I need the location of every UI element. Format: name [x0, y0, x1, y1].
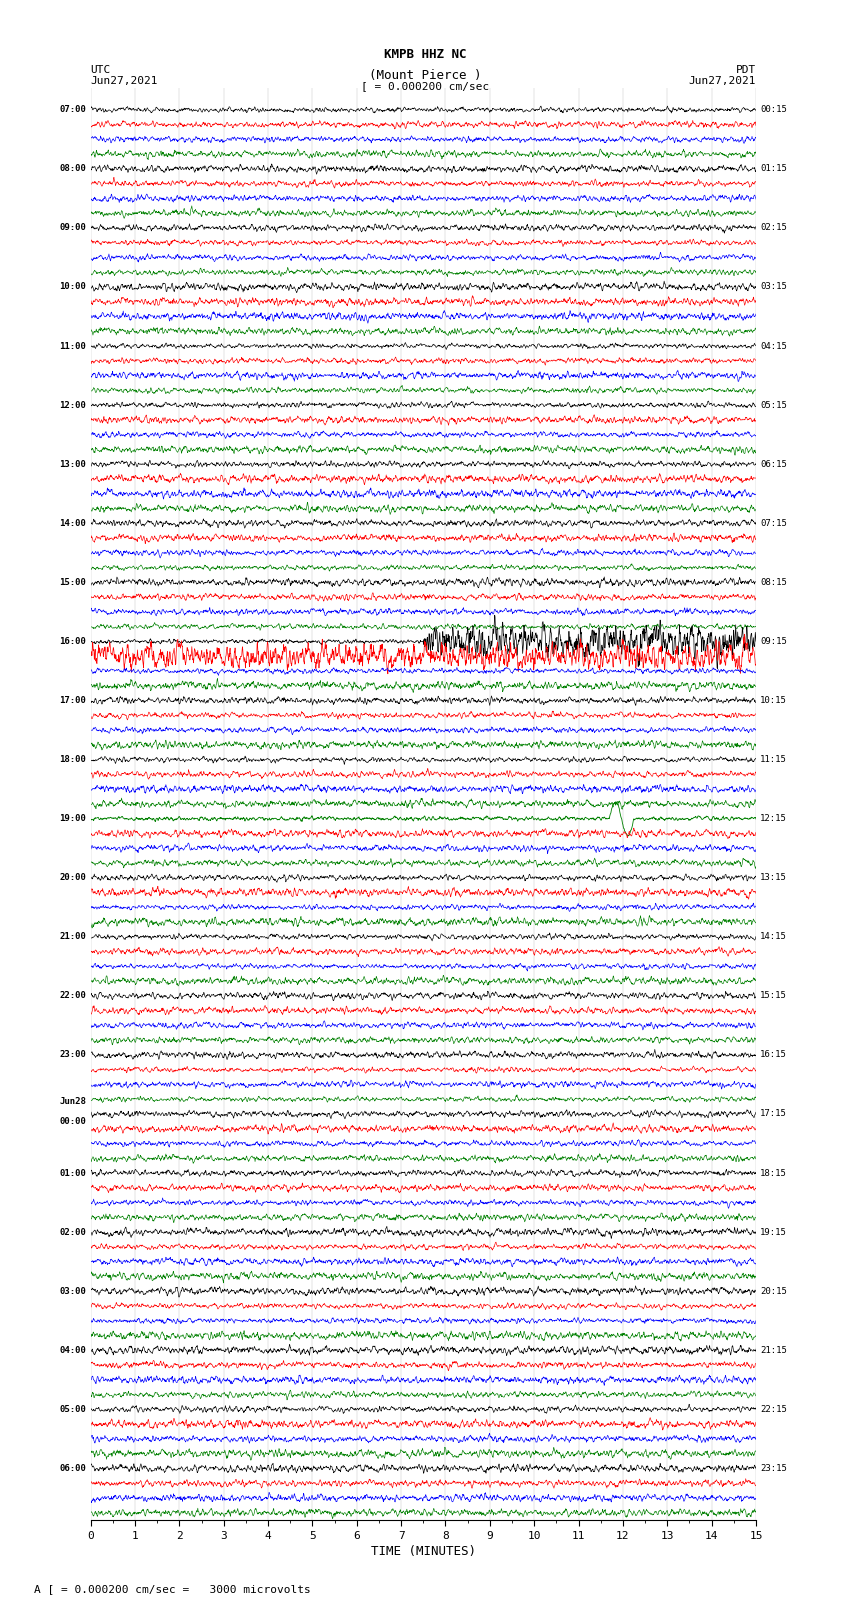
- Text: 21:00: 21:00: [60, 932, 87, 942]
- Text: 04:00: 04:00: [60, 1345, 87, 1355]
- Text: Jun28: Jun28: [60, 1097, 87, 1107]
- Text: 19:00: 19:00: [60, 815, 87, 823]
- Text: 18:15: 18:15: [760, 1168, 787, 1177]
- Text: 01:00: 01:00: [60, 1168, 87, 1177]
- Text: 21:15: 21:15: [760, 1345, 787, 1355]
- Text: 17:00: 17:00: [60, 695, 87, 705]
- Text: 15:15: 15:15: [760, 992, 787, 1000]
- Text: 16:15: 16:15: [760, 1050, 787, 1060]
- Text: [ = 0.000200 cm/sec: [ = 0.000200 cm/sec: [361, 81, 489, 90]
- Text: 20:15: 20:15: [760, 1287, 787, 1295]
- Text: 02:00: 02:00: [60, 1227, 87, 1237]
- Text: 13:15: 13:15: [760, 873, 787, 882]
- Text: 09:15: 09:15: [760, 637, 787, 645]
- Text: 18:00: 18:00: [60, 755, 87, 765]
- Text: 07:15: 07:15: [760, 519, 787, 527]
- Text: 13:00: 13:00: [60, 460, 87, 469]
- Text: 23:15: 23:15: [760, 1465, 787, 1473]
- Text: 09:00: 09:00: [60, 223, 87, 232]
- Text: 14:00: 14:00: [60, 519, 87, 527]
- Text: PDT: PDT: [736, 65, 756, 74]
- Text: 17:15: 17:15: [760, 1110, 787, 1118]
- Text: 22:15: 22:15: [760, 1405, 787, 1415]
- Text: 11:00: 11:00: [60, 342, 87, 350]
- Text: 10:15: 10:15: [760, 695, 787, 705]
- Text: 05:00: 05:00: [60, 1405, 87, 1415]
- Text: 01:15: 01:15: [760, 165, 787, 173]
- Text: 03:00: 03:00: [60, 1287, 87, 1295]
- Text: 07:00: 07:00: [60, 105, 87, 115]
- Text: 08:15: 08:15: [760, 577, 787, 587]
- Text: 00:15: 00:15: [760, 105, 787, 115]
- Text: 22:00: 22:00: [60, 992, 87, 1000]
- Text: 12:00: 12:00: [60, 400, 87, 410]
- Text: UTC: UTC: [91, 65, 110, 74]
- Text: 12:15: 12:15: [760, 815, 787, 823]
- Text: 05:15: 05:15: [760, 400, 787, 410]
- Text: A [ = 0.000200 cm/sec =   3000 microvolts: A [ = 0.000200 cm/sec = 3000 microvolts: [34, 1584, 311, 1594]
- Text: 11:15: 11:15: [760, 755, 787, 765]
- Text: 16:00: 16:00: [60, 637, 87, 645]
- Text: 08:00: 08:00: [60, 165, 87, 173]
- Text: 06:00: 06:00: [60, 1465, 87, 1473]
- Text: 03:15: 03:15: [760, 282, 787, 292]
- Text: 06:15: 06:15: [760, 460, 787, 469]
- Text: 02:15: 02:15: [760, 223, 787, 232]
- Text: 20:00: 20:00: [60, 873, 87, 882]
- Text: (Mount Pierce ): (Mount Pierce ): [369, 69, 481, 82]
- Text: 19:15: 19:15: [760, 1227, 787, 1237]
- Text: 00:00: 00:00: [60, 1118, 87, 1126]
- Text: 04:15: 04:15: [760, 342, 787, 350]
- Text: 23:00: 23:00: [60, 1050, 87, 1060]
- Text: Jun27,2021: Jun27,2021: [91, 76, 158, 85]
- X-axis label: TIME (MINUTES): TIME (MINUTES): [371, 1545, 476, 1558]
- Text: 14:15: 14:15: [760, 932, 787, 942]
- Text: 10:00: 10:00: [60, 282, 87, 292]
- Text: Jun27,2021: Jun27,2021: [688, 76, 756, 85]
- Text: 15:00: 15:00: [60, 577, 87, 587]
- Text: KMPB HHZ NC: KMPB HHZ NC: [383, 48, 467, 61]
